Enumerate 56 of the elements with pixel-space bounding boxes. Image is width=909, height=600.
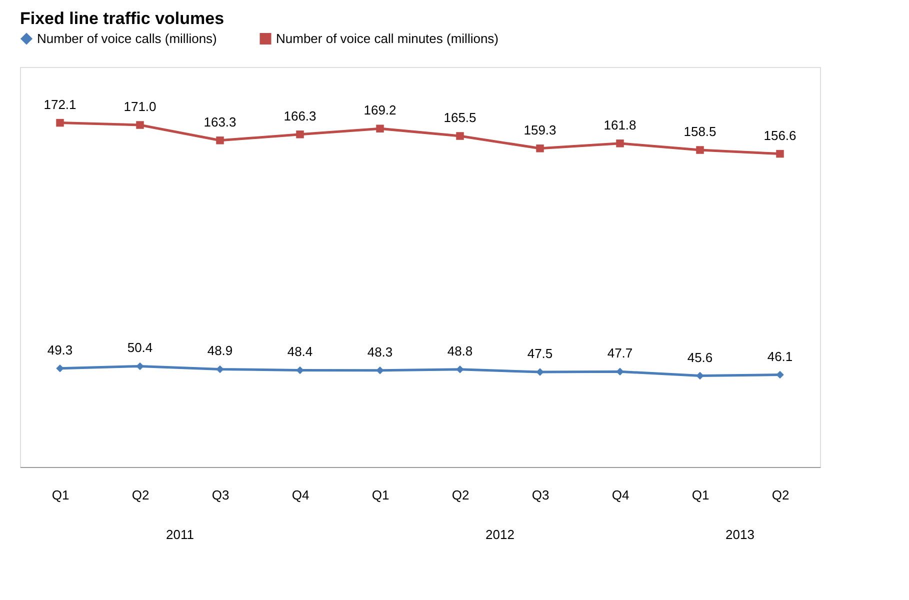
data-label: 48.8 <box>447 343 473 358</box>
point <box>696 372 704 380</box>
point <box>56 364 64 372</box>
data-label: 156.6 <box>764 128 796 143</box>
data-label: 169.2 <box>364 102 396 118</box>
point <box>616 368 624 376</box>
point <box>536 368 544 376</box>
x-tick-label: Q1 <box>372 488 390 502</box>
point <box>376 366 384 374</box>
data-label: 158.5 <box>684 124 716 139</box>
point <box>616 140 624 148</box>
data-label: 48.3 <box>367 344 393 360</box>
data-label: 49.3 <box>47 342 73 358</box>
data-label: 166.3 <box>284 108 316 124</box>
text: 2013 <box>726 527 754 542</box>
x-tick-label: Q1 <box>52 488 70 502</box>
x-tick-label: Q4 <box>612 488 630 502</box>
x-tick-label: Q3 <box>532 488 550 502</box>
point <box>776 150 784 158</box>
data-label: 172.1 <box>44 96 76 112</box>
text: 2012 <box>486 527 514 542</box>
point <box>456 132 464 140</box>
point <box>376 124 384 132</box>
data-label: 48.4 <box>287 344 313 360</box>
x-tick-label: Q1 <box>692 488 710 502</box>
point <box>296 366 304 374</box>
text: 2011 <box>166 527 194 542</box>
point <box>776 370 784 379</box>
data-label: 47.7 <box>607 346 633 361</box>
data-label: 159.3 <box>524 122 556 138</box>
point <box>56 118 64 127</box>
data-label: 163.3 <box>204 114 236 130</box>
point <box>136 362 144 370</box>
data-label: 165.5 <box>444 110 476 125</box>
x-tick-label: Q4 <box>292 488 310 502</box>
data-label: 46.1 <box>767 348 793 364</box>
point <box>136 121 144 129</box>
data-label: 47.5 <box>527 346 553 361</box>
point <box>456 366 464 374</box>
x-tick-label: Q2 <box>452 488 470 502</box>
data-label: 171.0 <box>124 99 156 114</box>
x-tick-label: Q2 <box>132 488 150 502</box>
data-label: 161.8 <box>604 117 636 132</box>
x-tick-label: Q3 <box>212 488 230 502</box>
point <box>216 365 224 374</box>
data-label: 45.6 <box>687 350 713 365</box>
point <box>696 146 704 154</box>
point <box>296 130 304 138</box>
legend-label: Number of voice calls (millions) <box>37 30 217 46</box>
data-label: 48.9 <box>207 343 233 358</box>
legend-label: Number of voice call minutes (millions) <box>276 30 499 46</box>
data-label: 50.4 <box>127 340 153 356</box>
chart-title: Fixed line traffic volumes <box>20 9 224 28</box>
point <box>216 136 224 144</box>
x-tick-label: Q2 <box>772 488 790 502</box>
point <box>536 144 544 152</box>
